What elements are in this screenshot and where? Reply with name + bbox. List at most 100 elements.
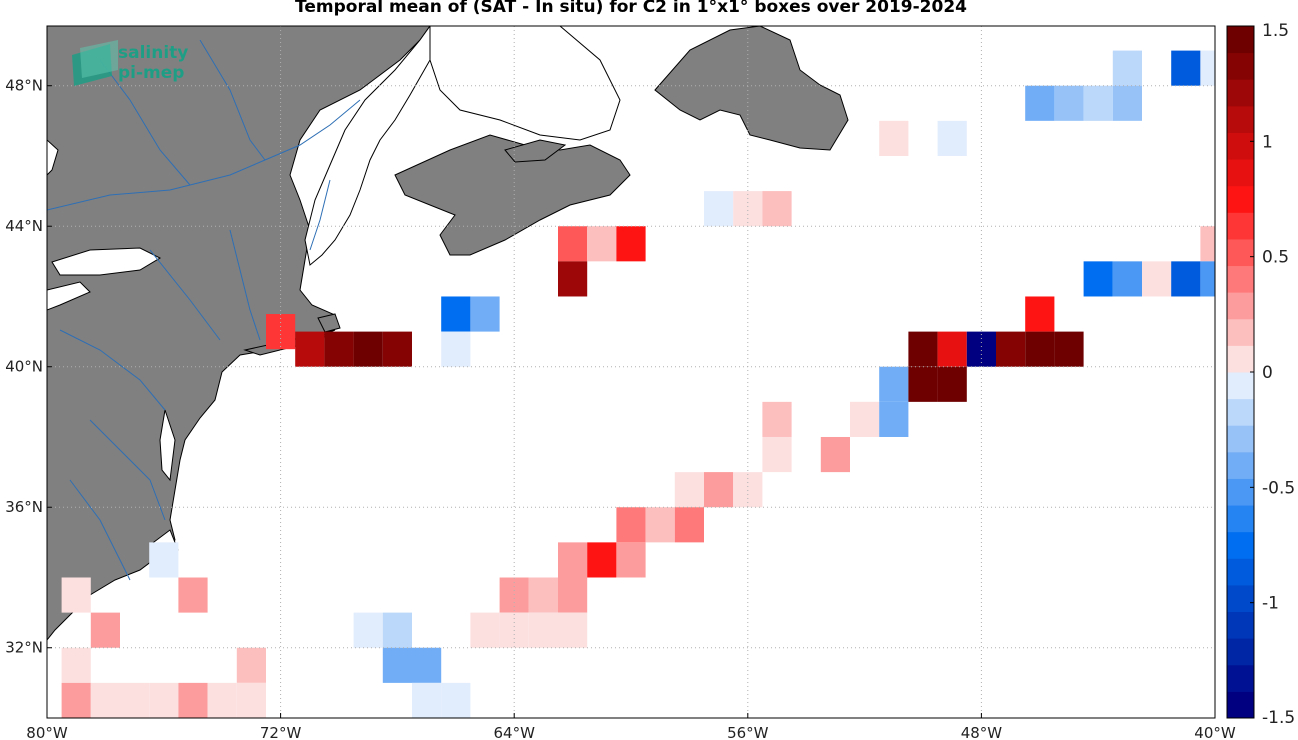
data-cell — [937, 331, 967, 367]
lon-tick-label: 40°W — [1194, 724, 1236, 740]
data-cell — [616, 542, 646, 578]
data-cell — [1112, 85, 1142, 121]
lake-ontario — [51, 247, 162, 276]
data-cell — [324, 331, 354, 367]
data-cell — [1112, 50, 1142, 86]
colorbar-swatch — [1227, 212, 1254, 240]
colorbar-label: -0.5 — [1262, 478, 1295, 498]
colorbar-swatch — [1227, 185, 1254, 213]
data-cell — [1025, 85, 1055, 121]
data-cell — [1054, 85, 1084, 121]
lat-tick-label: 44°N — [5, 217, 43, 235]
data-cell — [1054, 331, 1084, 367]
data-cell — [149, 542, 179, 578]
data-cell — [382, 647, 412, 683]
data-cell — [441, 331, 471, 367]
graticule — [47, 26, 1215, 718]
colorbar-swatch — [1227, 238, 1254, 267]
data-cell — [1025, 296, 1055, 332]
data-cell — [879, 120, 909, 156]
data-cell — [149, 682, 179, 718]
data-cell — [937, 366, 967, 402]
map-title: Temporal mean of (SAT - In situ) for C2 … — [295, 0, 967, 17]
data-cell — [1200, 50, 1215, 86]
data-cell — [441, 682, 471, 718]
colorbar-label: 0 — [1262, 363, 1273, 383]
map-frame — [46, 25, 1216, 719]
lat-tick-label: 36°N — [5, 498, 43, 516]
data-cell — [879, 366, 909, 402]
data-cell — [412, 682, 442, 718]
data-cell — [762, 191, 792, 227]
colorbar-swatch — [1227, 159, 1254, 187]
data-cell — [178, 577, 208, 613]
colorbar-swatch — [1227, 52, 1254, 80]
data-cell — [879, 401, 909, 437]
colorbar-swatch — [1227, 372, 1254, 400]
colorbar-swatch — [1227, 558, 1254, 586]
rivers — [47, 39, 361, 581]
data-cell — [382, 331, 412, 367]
land-pei — [504, 139, 567, 163]
pimep-logo-icon — [72, 40, 118, 86]
data-cell — [937, 120, 967, 156]
data-cell — [295, 331, 325, 367]
data-cell — [382, 612, 412, 648]
data-cell — [645, 507, 675, 543]
data-cell — [1083, 85, 1113, 121]
lon-tick-label: 72°W — [260, 724, 302, 740]
data-cell — [1025, 331, 1055, 367]
data-cell — [762, 401, 792, 437]
data-cell — [528, 577, 558, 613]
colorbar-swatch — [1227, 531, 1254, 559]
data-cell — [470, 296, 500, 332]
data-cell — [178, 682, 208, 718]
data-cell — [587, 226, 617, 262]
data-cell — [558, 542, 588, 578]
data-cell — [528, 612, 558, 648]
data-cell — [236, 647, 266, 683]
data-cell — [441, 296, 471, 332]
colorbar-swatch — [1227, 691, 1254, 719]
chesapeake-bay — [159, 409, 176, 482]
data-cell — [558, 577, 588, 613]
data-cell — [236, 682, 266, 718]
lat-tick-label: 48°N — [5, 77, 43, 95]
lon-tick-label: 64°W — [493, 724, 535, 740]
colorbar-swatch — [1227, 79, 1254, 107]
data-cell — [1171, 261, 1201, 297]
colorbar-swatch — [1227, 584, 1254, 613]
data-cell — [674, 472, 704, 508]
data-cell — [412, 647, 442, 683]
colorbar-swatch — [1227, 505, 1254, 533]
land-newfoundland — [654, 26, 849, 151]
data-cell — [558, 612, 588, 648]
colorbar-swatch — [1227, 265, 1254, 293]
colorbar-swatch — [1227, 425, 1254, 453]
axes: 80°W 72°W 64°W 56°W 48°W 40°W 48°N 44°N 40°N 36°N… — [5, 77, 1236, 740]
data-cell — [704, 472, 734, 508]
data-cell — [616, 507, 646, 543]
logo-line1: salinity — [118, 43, 188, 63]
colorbar-swatch — [1227, 451, 1254, 479]
data-cell — [558, 226, 588, 262]
lon-tick-label: 80°W — [26, 724, 68, 740]
data-cell — [90, 612, 120, 648]
data-cell — [61, 682, 91, 718]
data-cell — [733, 191, 763, 227]
colorbar-swatch — [1227, 105, 1254, 133]
data-cell — [1200, 226, 1215, 262]
data-cell — [1171, 50, 1201, 86]
lon-tick-label: 56°W — [727, 724, 769, 740]
gulf-st-lawrence — [429, 26, 621, 141]
data-cell — [120, 682, 150, 718]
colorbar-swatch — [1227, 611, 1254, 639]
lon-tick-label: 48°W — [961, 724, 1003, 740]
lake-huron — [47, 139, 59, 176]
data-cell — [1112, 261, 1142, 297]
data-cell — [733, 472, 763, 508]
data-cell — [207, 682, 237, 718]
data-cell — [61, 647, 91, 683]
data-cell — [996, 331, 1026, 367]
data-cell — [470, 612, 500, 648]
